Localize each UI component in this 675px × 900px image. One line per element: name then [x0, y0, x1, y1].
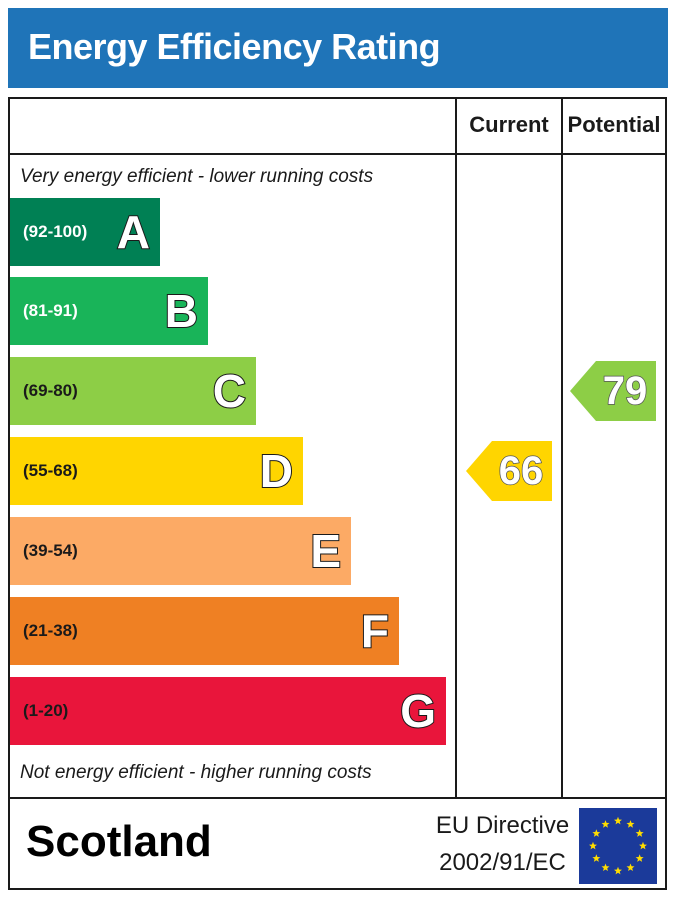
header-rule [8, 153, 667, 155]
band-range-label: (21-38) [23, 621, 78, 640]
band-letter: B [164, 284, 199, 338]
band-range-label: (55-68) [23, 461, 78, 480]
star-icon [626, 863, 635, 872]
band-b: (81-91) B [10, 277, 208, 345]
directive-label: EU Directive [435, 812, 570, 839]
star-icon [614, 816, 622, 825]
divider-potential [561, 97, 563, 799]
band-letter: D [259, 444, 294, 498]
divider-current [455, 97, 457, 799]
band-letter: C [212, 364, 247, 418]
band-f: (21-38) F [10, 597, 399, 665]
star-icon [601, 820, 610, 828]
arrow-current: 66 [466, 441, 552, 501]
star-icon [635, 829, 644, 837]
star-icon [626, 820, 635, 828]
chart-title: Energy Efficiency Rating [28, 26, 441, 67]
star-icon [592, 854, 601, 862]
rating-table-frame [8, 97, 667, 890]
star-icon [601, 863, 610, 872]
arrow-potential: 79 [570, 361, 656, 421]
band-range-label: (39-54) [23, 541, 78, 560]
band-range-label: (81-91) [23, 301, 78, 320]
star-icon [614, 866, 622, 875]
region-label: Scotland [26, 817, 212, 866]
eu-flag-icon [579, 808, 657, 884]
band-c: (69-80) C [10, 357, 256, 425]
band-range-label: (69-80) [23, 381, 78, 400]
arrow-shape [570, 361, 656, 421]
arrow-value: 66 [498, 448, 544, 494]
band-e: (39-54) E [10, 517, 351, 585]
directive-number: 2002/91/EC [439, 849, 566, 876]
star-icon [589, 841, 597, 850]
band-letter: E [309, 524, 342, 578]
title-banner: Energy Efficiency Rating [8, 8, 668, 88]
arrow-value: 79 [602, 368, 648, 414]
arrow-shape [466, 441, 552, 501]
star-icon [592, 829, 601, 837]
caption-bottom: Not energy efficient - higher running co… [20, 762, 372, 783]
band-d: (55-68) D [10, 437, 303, 505]
band-g: (1-20) G [10, 677, 446, 745]
band-a: (92-100) A [10, 198, 160, 266]
band-letter: A [116, 205, 151, 259]
band-range-label: (92-100) [23, 222, 88, 241]
band-range-label: (1-20) [23, 701, 69, 720]
column-header-potential: Potential [567, 112, 661, 137]
footer-rule [8, 797, 667, 799]
caption-top: Very energy efficient - lower running co… [20, 166, 374, 187]
star-icon [635, 854, 644, 862]
column-header-current: Current [469, 112, 549, 137]
band-letter: G [399, 684, 437, 738]
star-icon [639, 841, 647, 850]
band-letter: F [360, 604, 390, 658]
